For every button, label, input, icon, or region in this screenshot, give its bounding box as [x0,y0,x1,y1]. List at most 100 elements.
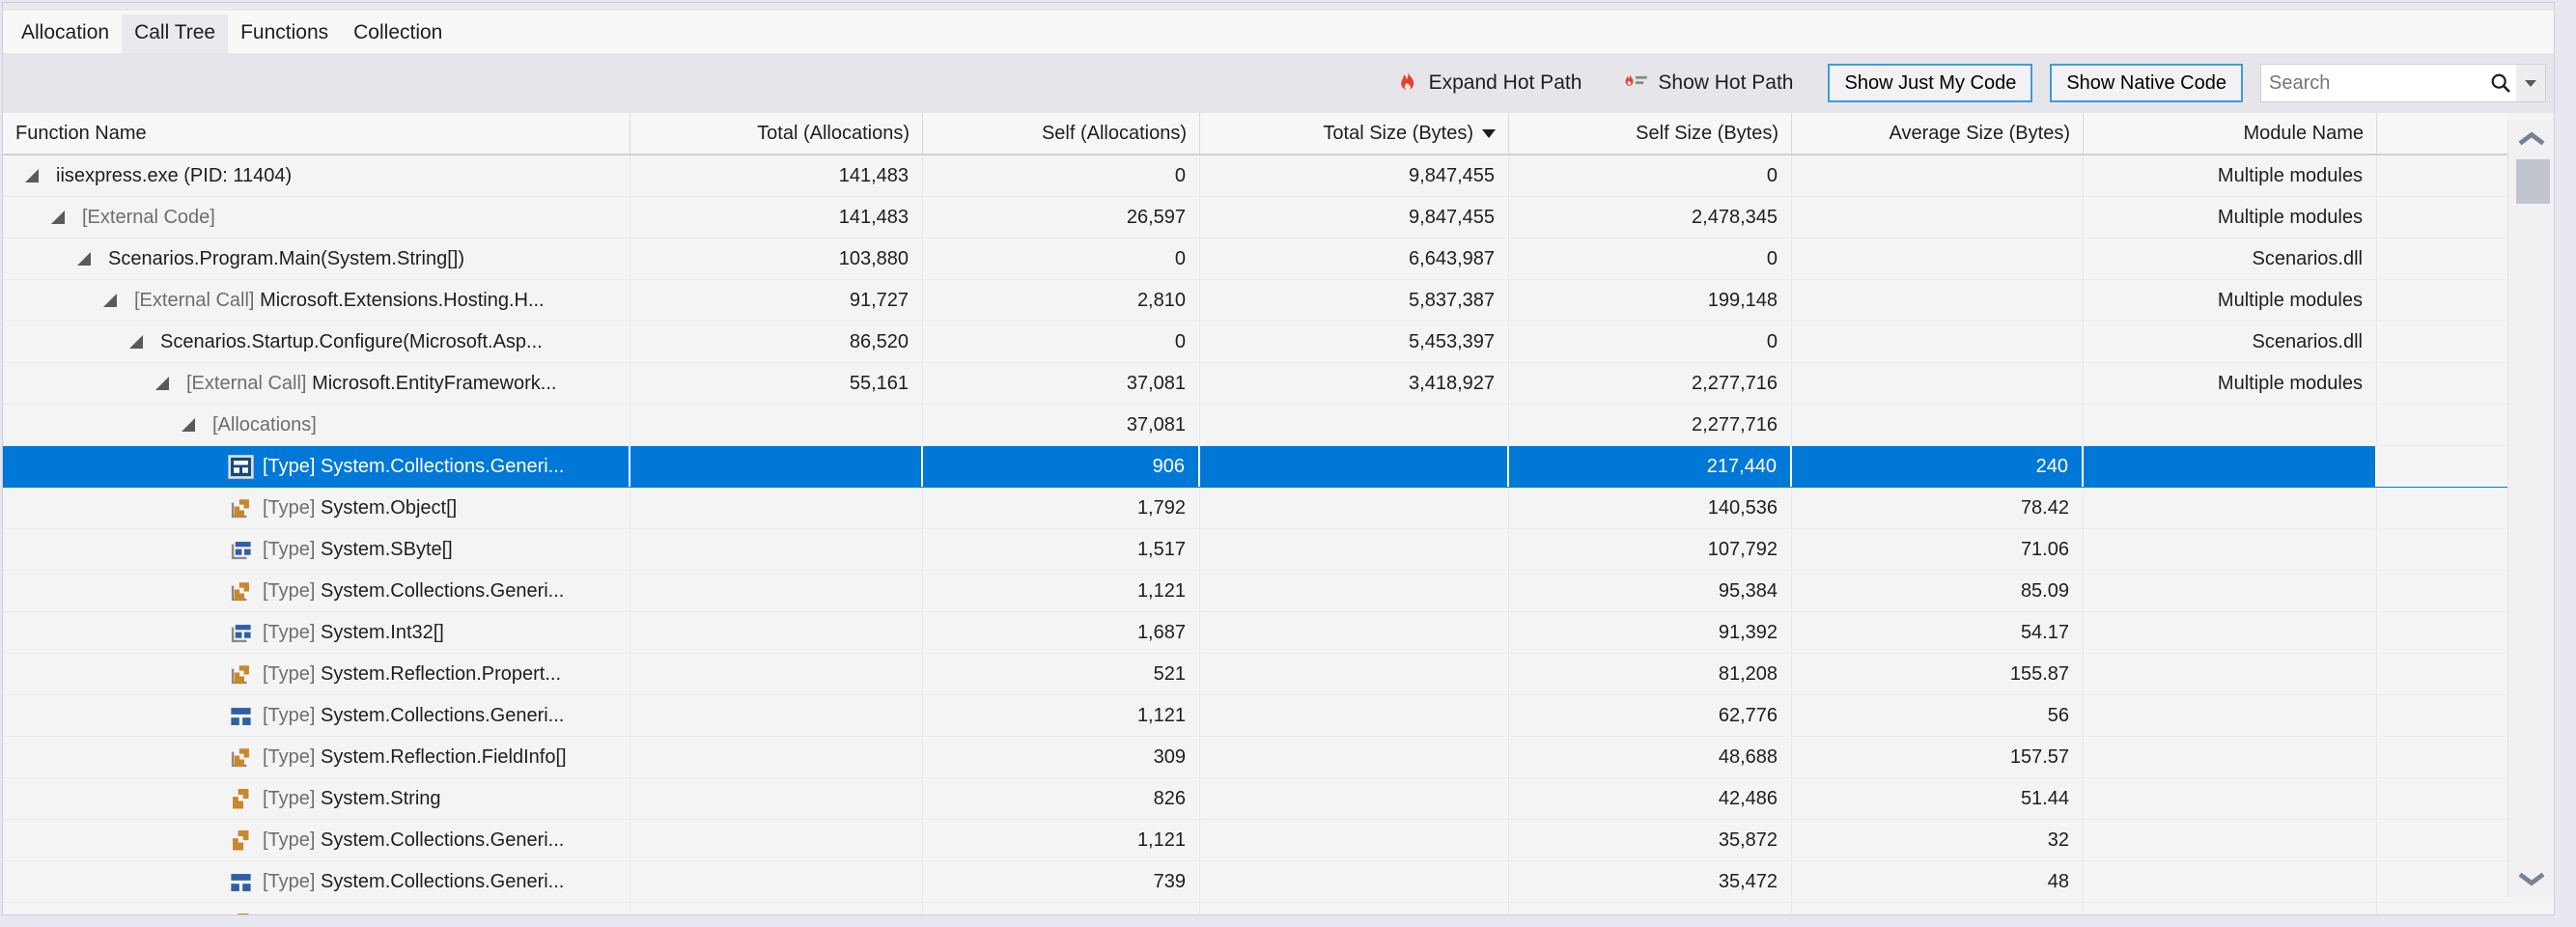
tab-functions[interactable]: Functions [240,21,329,43]
column-header-label: Total Size (Bytes) [1323,122,1473,144]
cell-self_alloc: 1,687 [923,612,1200,653]
cell-filler [2377,820,2507,860]
table-row[interactable]: [Type] System.Collections.Generi... 1,121… [3,820,2507,861]
table-row[interactable]: iisexpress.exe (PID: 11404) 141,483 0 9,847… [3,155,2507,197]
table-row[interactable]: [External Call] Microsoft.Extensions.Hos… [3,280,2507,322]
cell-avg_size: 155.87 [1792,654,2084,694]
show-hot-path-button[interactable]: Show Hot Path [1622,71,1793,95]
cell-function-name: [Allocations] [3,405,630,445]
table-row[interactable]: [Type] System.SByte[] 1,517 107,792 71.06 [3,529,2507,571]
function-name-prefix: [Type] [263,829,322,851]
show-just-my-code-label: Show Just My Code [1844,71,2017,94]
cell-avg_size: 32 [1792,820,2084,860]
cell-filler [2377,861,2507,902]
function-name-main: System.String [321,787,441,809]
cell-function-name [3,903,630,914]
cell-filler [2377,529,2507,570]
expand-collapse-toggle[interactable] [175,418,202,432]
cell-function-name: [External Call] Microsoft.EntityFramewor… [3,363,630,404]
column-header-self_alloc[interactable]: Self (Allocations) [923,113,1200,154]
scrollbar-thumb[interactable] [2516,159,2550,204]
show-just-my-code-button[interactable]: Show Just My Code [1828,64,2033,102]
tab-allocation[interactable]: Allocation [21,21,110,43]
function-name-text: iisexpress.exe (PID: 11404) [56,165,292,187]
column-header-total_alloc[interactable]: Total (Allocations) [630,113,923,154]
expand-collapse-toggle[interactable] [18,169,45,183]
cell-avg_size [1792,280,2084,321]
search-icon[interactable] [2485,65,2516,101]
cell-filler [2377,695,2507,736]
cell-filler [2377,239,2507,279]
cell-self_alloc: 0 [923,322,1200,362]
function-name-prefix: [Type] [263,621,322,643]
function-name-main: System.SByte[] [321,538,453,560]
vertical-scrollbar[interactable] [2507,121,2554,897]
cell-module [2084,612,2377,653]
cell-module: Multiple modules [2084,280,2377,321]
table-row[interactable]: [Type] System.Collections.Generi... 1,121… [3,695,2507,737]
table-row[interactable] [3,903,2507,914]
cell-total_alloc: 55,161 [630,363,923,404]
cell-self_alloc: 309 [923,737,1200,777]
table-row[interactable]: Scenarios.Startup.Configure(Microsoft.As… [3,322,2507,363]
cell-total_size: 9,847,455 [1200,155,1509,196]
column-header-self_size[interactable]: Self Size (Bytes) [1509,113,1792,154]
cell-module [2084,778,2377,819]
tab-collection[interactable]: Collection [353,21,443,43]
cell-self_alloc: 739 [923,861,1200,902]
table-row[interactable]: [Type] System.Collections.Generi... 739 35… [3,861,2507,903]
cell-self_alloc: 37,081 [923,363,1200,404]
search-input[interactable] [2261,65,2485,101]
cell-function-name: [Type] System.Object[] [3,488,630,528]
expand-collapse-toggle[interactable] [97,294,124,307]
search-options-dropdown[interactable] [2516,65,2545,101]
cell-self_alloc: 1,121 [923,820,1200,860]
table-row[interactable]: Scenarios.Program.Main(System.String[]) 1… [3,239,2507,280]
cell-total_size [1200,778,1509,819]
show-hot-path-label: Show Hot Path [1658,71,1794,94]
cell-total_alloc [630,488,923,528]
table-row[interactable]: [Type] System.Collections.Generi... 1,121… [3,571,2507,612]
expand-collapse-toggle[interactable] [149,377,176,390]
function-name-text: [Type] System.SByte[] [263,539,453,561]
cell-self_size: 107,792 [1509,529,1792,570]
expanded-triangle-icon [77,252,91,266]
type-bracket-orange-icon [228,578,254,604]
expand-collapse-toggle[interactable] [123,335,150,349]
column-header-avg_size[interactable]: Average Size (Bytes) [1792,113,2084,154]
cell-total_alloc: 141,483 [630,197,923,238]
cell-module: Multiple modules [2084,155,2377,196]
cell-self_size: 35,472 [1509,861,1792,902]
table-row[interactable]: [External Call] Microsoft.EntityFramewor… [3,363,2507,405]
cell-self_size: 81,208 [1509,654,1792,694]
function-name-prefix: [Type] [263,496,322,519]
cell-filler [2377,612,2507,653]
cell-total_size [1200,529,1509,570]
cell-total_alloc: 91,727 [630,280,923,321]
table-row[interactable]: [External Code] 141,483 26,597 9,847,455 2,4… [3,197,2507,239]
table-row[interactable]: [Type] System.Collections.Generi... 906 21… [3,446,2507,488]
scroll-down-icon[interactable] [2508,864,2554,893]
expand-collapse-toggle[interactable] [70,252,98,266]
tab-call-tree[interactable]: Call Tree [122,14,229,53]
column-header-total_size[interactable]: Total Size (Bytes) [1200,113,1509,154]
cell-self_alloc: 2,810 [923,280,1200,321]
type-arrows-orange-icon [228,911,254,914]
table-row[interactable]: [Type] System.Int32[] 1,687 91,392 54.17 [3,612,2507,654]
cell-self_alloc: 826 [923,778,1200,819]
flame-lines-icon [1622,71,1649,95]
table-row[interactable]: [Type] System.String 826 42,486 51.44 [3,778,2507,820]
show-native-code-button[interactable]: Show Native Code [2050,64,2243,102]
function-name-text: [Type] System.Collections.Generi... [263,829,564,852]
function-name-main: iisexpress.exe (PID: 11404) [56,164,293,186]
cell-total_alloc: 103,880 [630,239,923,279]
table-row[interactable]: [Type] System.Reflection.FieldInfo[] 309 4… [3,737,2507,778]
scroll-up-icon[interactable] [2508,125,2554,154]
expand-collapse-toggle[interactable] [44,211,71,224]
column-header-name[interactable]: Function Name [3,113,630,154]
column-header-module[interactable]: Module Name [2084,113,2377,154]
table-row[interactable]: [Allocations] 37,081 2,277,716 [3,405,2507,446]
table-row[interactable]: [Type] System.Object[] 1,792 140,536 78.42 [3,488,2507,529]
expand-hot-path-button[interactable]: Expand Hot Path [1395,70,1582,96]
table-row[interactable]: [Type] System.Reflection.Propert... 521 81… [3,654,2507,695]
